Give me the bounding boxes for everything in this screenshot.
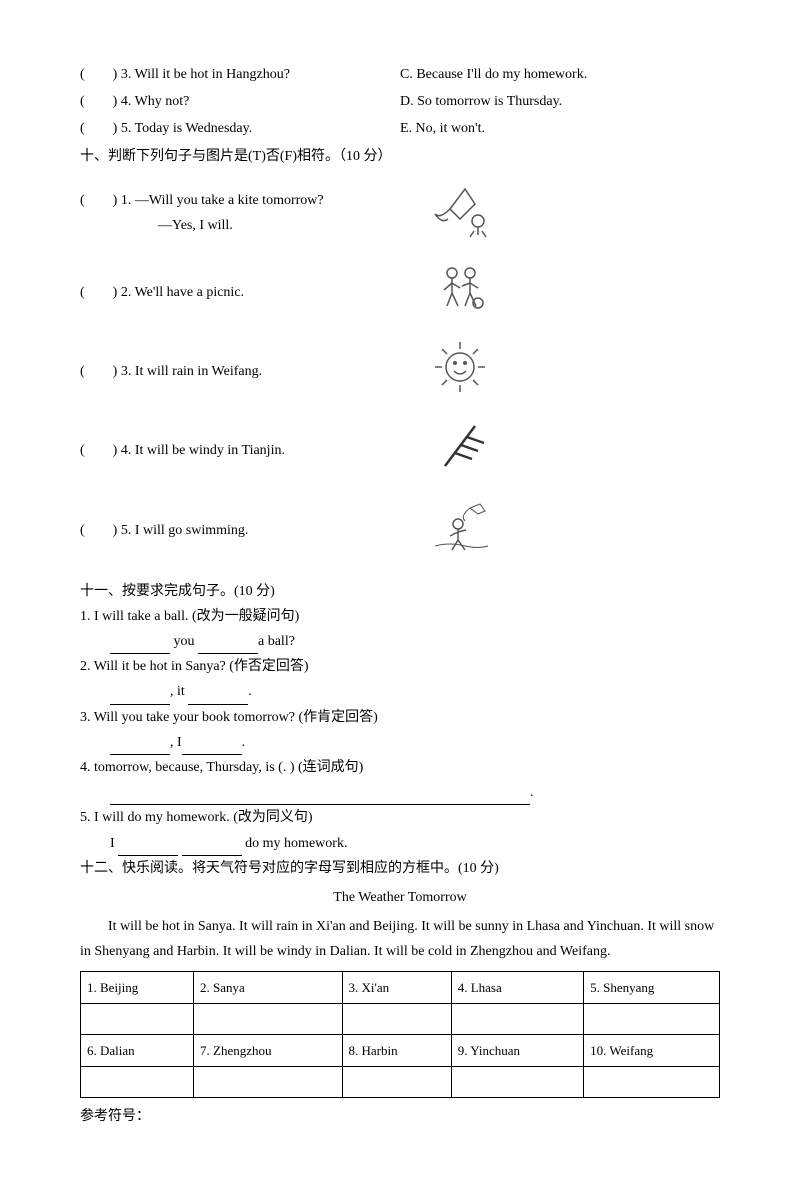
q11-5: 5. I will do my homework. (改为同义句) I do m… xyxy=(80,805,720,855)
table-cell: 1. Beijing xyxy=(81,971,194,1003)
pic-item-3: ( ) 3. It will rain in Weifang. xyxy=(80,337,720,406)
table-cell: 3. Xi'an xyxy=(342,971,451,1003)
paren[interactable]: ( ) xyxy=(80,364,117,379)
match-item-3: ( ) 3. Will it be hot in Hangzhou? C. Be… xyxy=(80,62,720,87)
blank-input[interactable] xyxy=(110,788,530,806)
pic-item-2: ( ) 2. We'll have a picnic. xyxy=(80,258,720,327)
paren[interactable]: ( ) xyxy=(80,193,117,208)
table-cell: 10. Weifang xyxy=(584,1034,720,1066)
blank-input[interactable] xyxy=(110,737,170,755)
pic-item-1: ( ) 1. —Will you take a kite tomorrow? —… xyxy=(80,179,720,248)
answer-cell[interactable] xyxy=(342,1067,451,1098)
section9-matching: ( ) 3. Will it be hot in Hangzhou? C. Be… xyxy=(80,62,720,142)
answer-cell[interactable] xyxy=(194,1067,343,1098)
answer-cell[interactable] xyxy=(81,1067,194,1098)
play-icon xyxy=(430,258,510,327)
blank-input[interactable] xyxy=(118,838,178,856)
reading-title: The Weather Tomorrow xyxy=(80,885,720,910)
paren[interactable]: ( ) xyxy=(80,523,117,538)
answer-cell[interactable] xyxy=(451,1067,583,1098)
table-cell: 6. Dalian xyxy=(81,1034,194,1066)
reference-label: 参考符号： xyxy=(80,1104,720,1129)
wind-icon xyxy=(430,416,510,485)
table-cell: 2. Sanya xyxy=(194,971,343,1003)
table-cell: 9. Yinchuan xyxy=(451,1034,583,1066)
match-item-5: ( ) 5. Today is Wednesday. E. No, it won… xyxy=(80,116,720,141)
weather-table: 1. Beijing 2. Sanya 3. Xi'an 4. Lhasa 5.… xyxy=(80,971,720,1099)
section10-heading: 十、判断下列句子与图片是(T)否(F)相符。（10 分） xyxy=(80,144,720,169)
answer-cell[interactable] xyxy=(342,1003,451,1034)
blank-input[interactable] xyxy=(182,838,242,856)
blank-input[interactable] xyxy=(110,636,170,654)
q11-2: 2. Will it be hot in Sanya? (作否定回答) , it… xyxy=(80,654,720,704)
blank-input[interactable] xyxy=(188,687,248,705)
paren[interactable]: ( ) xyxy=(80,67,117,82)
table-cell: 7. Zhengzhou xyxy=(194,1034,343,1066)
table-cell: 4. Lhasa xyxy=(451,971,583,1003)
section11-heading: 十一、按要求完成句子。(10 分) xyxy=(80,579,720,604)
q11-4: 4. tomorrow, because, Thursday, is (. ) … xyxy=(80,755,720,805)
q11-3: 3. Will you take your book tomorrow? (作肯… xyxy=(80,705,720,755)
table-cell: 5. Shenyang xyxy=(584,971,720,1003)
answer-cell[interactable] xyxy=(194,1003,343,1034)
paren[interactable]: ( ) xyxy=(80,121,117,136)
q11-1: 1. I will take a ball. (改为一般疑问句) you a b… xyxy=(80,604,720,654)
sun-icon xyxy=(430,337,510,406)
table-cell: 8. Harbin xyxy=(342,1034,451,1066)
match-item-4: ( ) 4. Why not? D. So tomorrow is Thursd… xyxy=(80,89,720,114)
walk-icon xyxy=(430,496,510,565)
kite-icon xyxy=(430,179,510,248)
paren[interactable]: ( ) xyxy=(80,285,117,300)
answer-cell[interactable] xyxy=(584,1067,720,1098)
answer-cell[interactable] xyxy=(451,1003,583,1034)
answer-cell[interactable] xyxy=(81,1003,194,1034)
paren[interactable]: ( ) xyxy=(80,94,117,109)
paren[interactable]: ( ) xyxy=(80,443,117,458)
blank-input[interactable] xyxy=(182,737,242,755)
pic-item-5: ( ) 5. I will go swimming. xyxy=(80,496,720,565)
reading-paragraph: It will be hot in Sanya. It will rain in… xyxy=(80,914,720,964)
blank-input[interactable] xyxy=(110,687,170,705)
blank-input[interactable] xyxy=(198,636,258,654)
pic-item-4: ( ) 4. It will be windy in Tianjin. xyxy=(80,416,720,485)
answer-cell[interactable] xyxy=(584,1003,720,1034)
section12-heading: 十二、快乐阅读。将天气符号对应的字母写到相应的方框中。(10 分) xyxy=(80,856,720,881)
